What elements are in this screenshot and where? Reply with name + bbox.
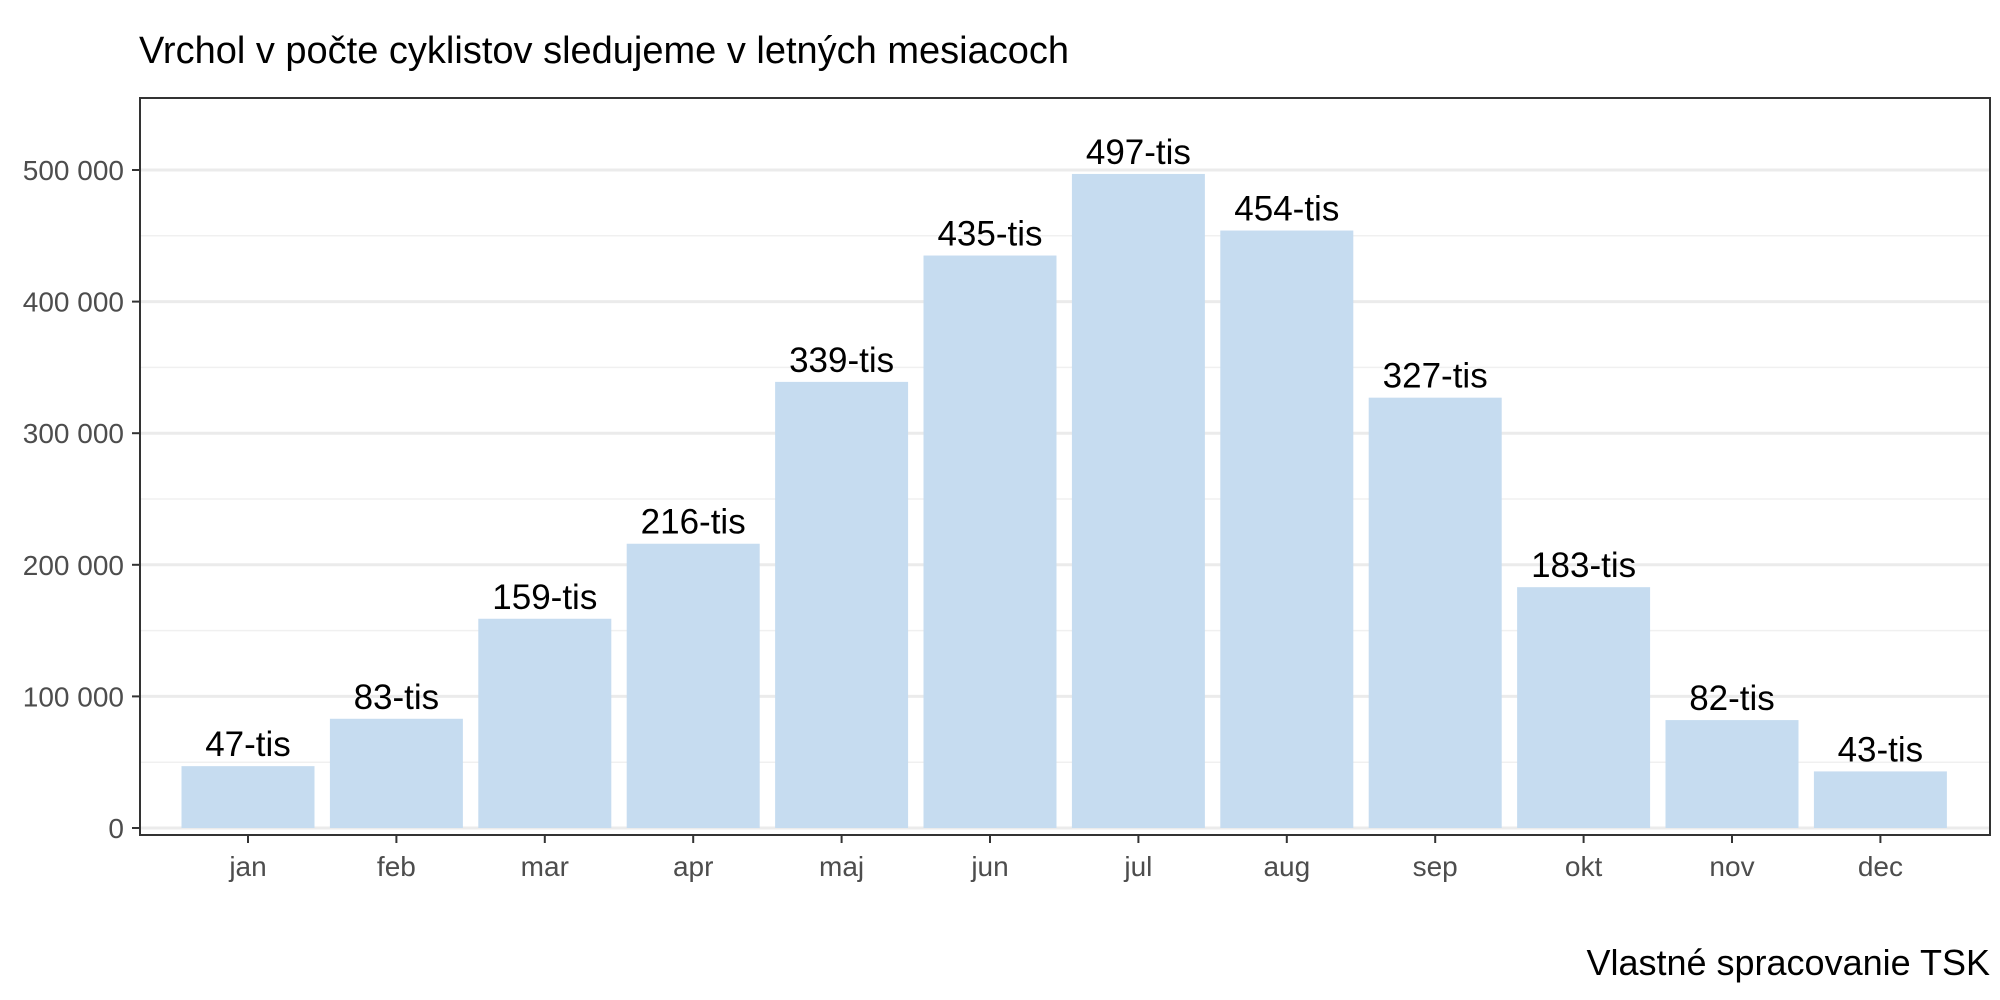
x-tick-label-apr: apr — [673, 851, 713, 882]
data-label-sep: 327-tis — [1383, 357, 1488, 396]
x-tick-label-feb: feb — [377, 851, 416, 882]
x-tick-label-jul: jul — [1123, 851, 1152, 882]
y-tick-label: 500 000 — [23, 155, 124, 186]
data-label-okt: 183-tis — [1531, 546, 1636, 585]
data-label-feb: 83-tis — [354, 678, 440, 717]
data-label-apr: 216-tis — [641, 503, 746, 542]
bar-feb — [329, 718, 463, 828]
bar-maj — [775, 381, 909, 828]
x-axis: jan feb mar apr maj jun jul aug sep okt nov dec — [228, 835, 1903, 882]
y-axis: 0 100 000 200 000 300 000 400 000 500 000 — [23, 155, 140, 844]
bar-jan — [181, 766, 315, 828]
bar-mar — [478, 618, 612, 828]
x-tick-label-okt: okt — [1565, 851, 1603, 882]
x-tick-label-nov: nov — [1709, 851, 1754, 882]
bars — [181, 173, 1947, 829]
bar-aug — [1220, 230, 1354, 828]
x-tick-label-aug: aug — [1263, 851, 1310, 882]
bar-jul — [1071, 173, 1205, 828]
bar-dec — [1813, 771, 1947, 828]
bar-apr — [626, 543, 760, 828]
data-label-mar: 159-tis — [492, 578, 597, 617]
bar-nov — [1665, 720, 1799, 828]
y-tick-label: 100 000 — [23, 681, 124, 712]
bar-sep — [1368, 397, 1502, 828]
data-label-jul: 497-tis — [1086, 133, 1191, 172]
data-labels: 47-tis 83-tis 159-tis 216-tis 339-tis 435-tis… — [205, 133, 1923, 769]
x-tick-label-jan: jan — [228, 851, 266, 882]
y-tick-label: 200 000 — [23, 550, 124, 581]
chart-caption: Vlastné spracovanie TSK — [1586, 942, 1990, 983]
y-tick-label: 0 — [108, 813, 124, 844]
data-label-aug: 454-tis — [1234, 190, 1339, 229]
x-tick-label-sep: sep — [1413, 851, 1458, 882]
data-label-maj: 339-tis — [789, 341, 894, 380]
x-tick-label-jun: jun — [970, 851, 1008, 882]
data-label-dec: 43-tis — [1838, 730, 1924, 769]
data-label-nov: 82-tis — [1689, 679, 1775, 718]
plot-border — [139, 97, 1991, 836]
data-label-jan: 47-tis — [205, 725, 291, 764]
chart-title: Vrchol v počte cyklistov sledujeme v let… — [139, 30, 1069, 72]
y-tick-label: 400 000 — [23, 287, 124, 318]
x-tick-label-mar: mar — [521, 851, 569, 882]
data-label-jun: 435-tis — [937, 215, 1042, 254]
plot-panel — [140, 98, 1990, 835]
x-tick-label-dec: dec — [1858, 851, 1903, 882]
bar-jun — [923, 255, 1057, 829]
bar-okt — [1517, 587, 1651, 828]
x-tick-label-maj: maj — [819, 851, 864, 882]
y-tick-label: 300 000 — [23, 418, 124, 449]
